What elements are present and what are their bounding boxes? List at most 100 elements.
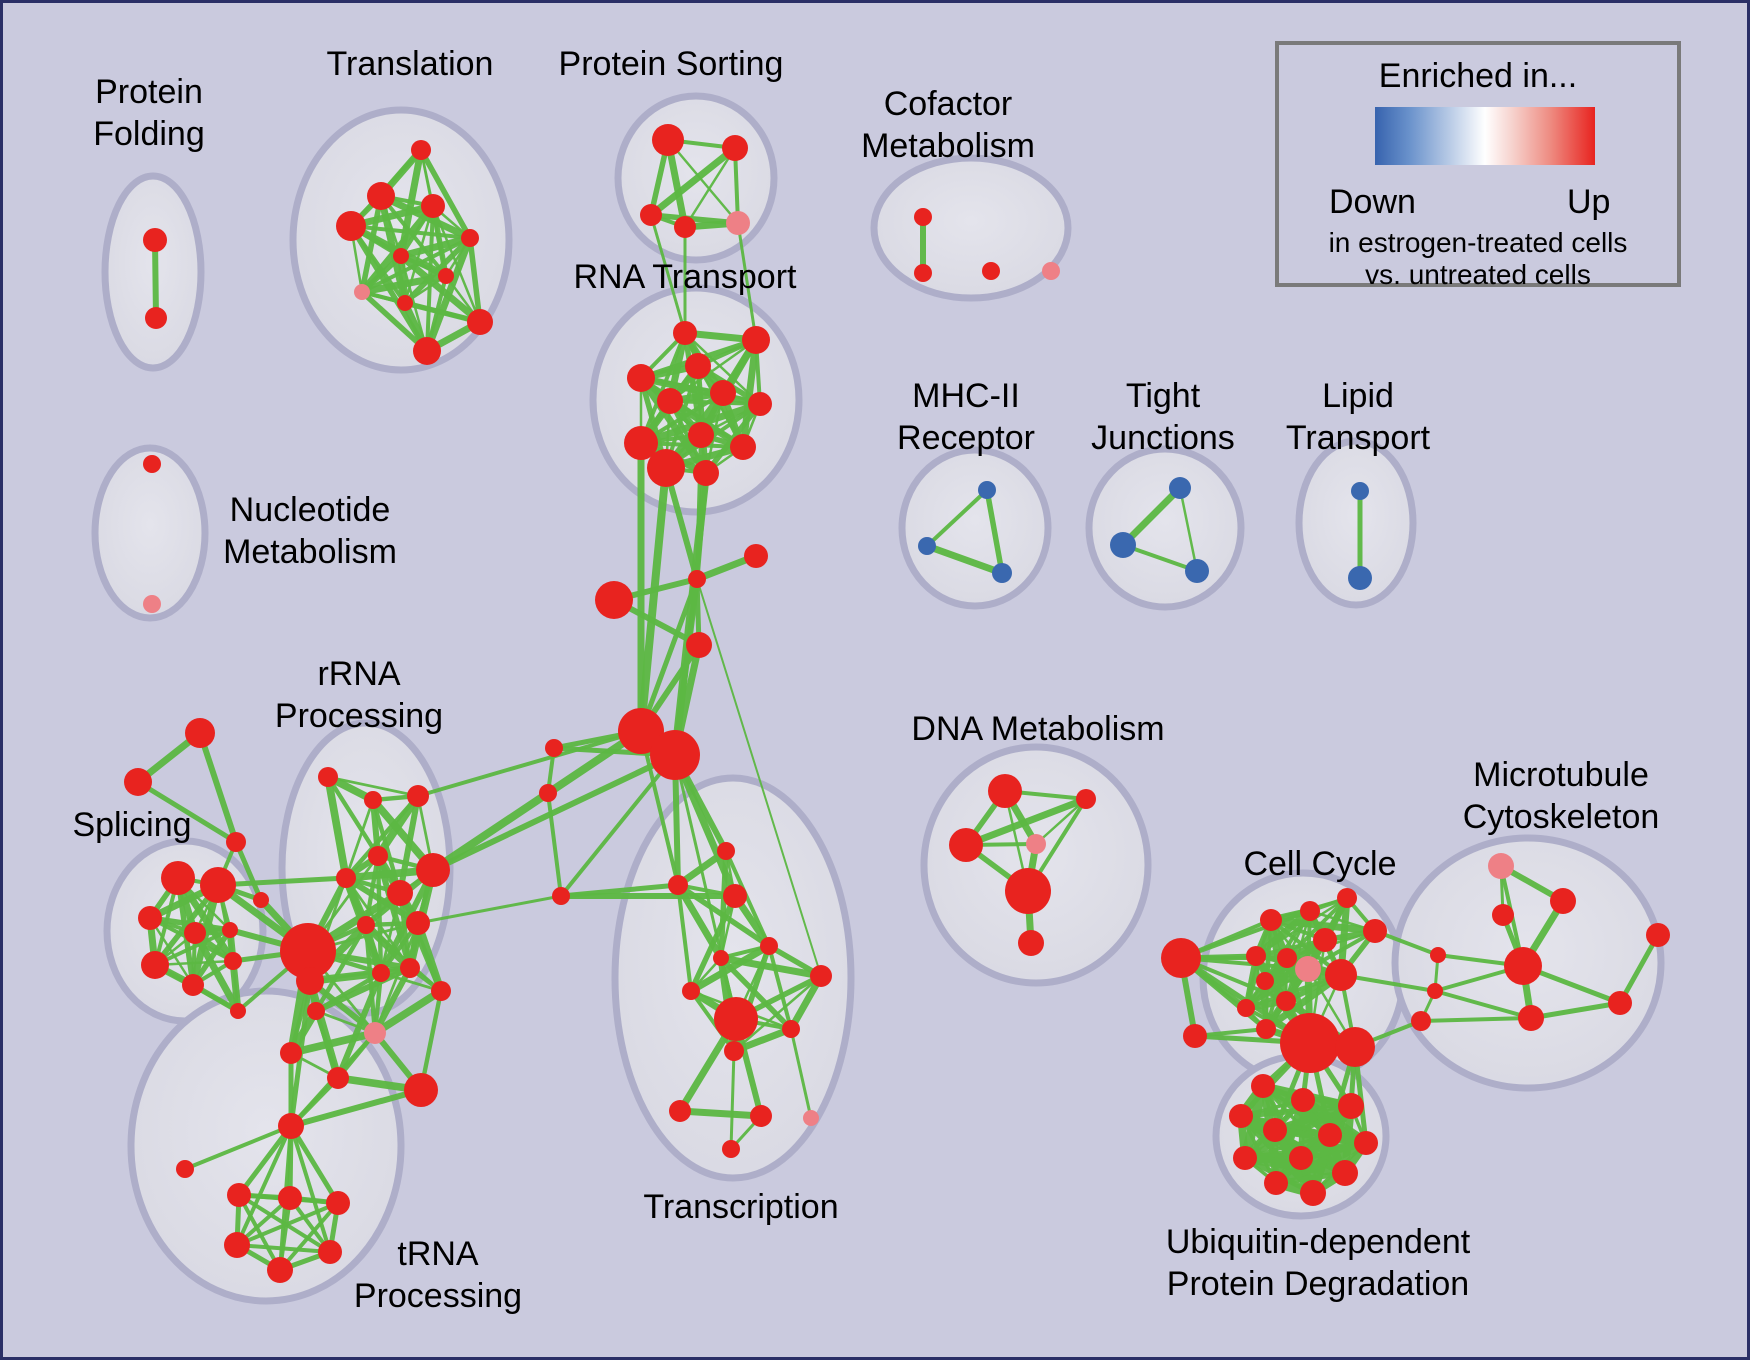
node-nm2 <box>143 595 161 613</box>
edge-ps5-rt2 <box>736 221 758 342</box>
node-lt2 <box>1348 566 1372 590</box>
node-rt9 <box>688 422 714 448</box>
edge-mh2-mh3 <box>923 542 1006 577</box>
edge-tr5-tr6 <box>397 234 474 260</box>
node-mt6 <box>1427 983 1443 999</box>
node-tp6 <box>318 1240 342 1264</box>
edge-rr1-rr4 <box>325 774 381 859</box>
edge-tj1-tj2 <box>1119 484 1184 549</box>
node-tc13 <box>722 1140 740 1158</box>
edge-ps3-rt1 <box>649 213 687 335</box>
node-tr10 <box>467 309 493 335</box>
edge-tc6-tc9 <box>689 989 736 1053</box>
cluster-label-lipid-transport: Transport <box>1286 419 1431 457</box>
node-tg1 <box>185 718 215 748</box>
edge-h1-tc5 <box>696 578 822 977</box>
node-tc0 <box>717 842 735 860</box>
cluster-ellipse-mhc-ii-receptor <box>898 446 1052 610</box>
node-c1 <box>253 892 269 908</box>
node-rr9 <box>357 916 375 934</box>
edge-ps2-ps3 <box>647 144 739 219</box>
node-dm4 <box>1026 834 1046 854</box>
node-tj2 <box>1110 532 1136 558</box>
edge-tg1-tg3 <box>197 730 239 845</box>
node-mt4 <box>1504 947 1542 985</box>
edge-rr14-rr17 <box>313 1008 341 1081</box>
edge-rt11-h1 <box>663 465 700 582</box>
edge-rt7-rt12 <box>703 401 763 476</box>
node-cc4 <box>1300 901 1320 921</box>
cluster-label-mhc-ii-receptor: Receptor <box>897 419 1035 457</box>
edge-g2-tc7 <box>673 753 738 1021</box>
legend-subtitle-2: vs. untreated cells <box>1365 259 1591 290</box>
edge-tp2-tp7 <box>237 1193 282 1272</box>
node-rr3 <box>407 785 429 807</box>
node-tr8 <box>354 284 370 300</box>
edge-tr2-tr8 <box>359 193 384 295</box>
node-rt12 <box>693 460 719 486</box>
node-lt1 <box>1351 482 1369 500</box>
node-dm5 <box>1005 868 1051 914</box>
edge-l2-l3 <box>546 791 563 898</box>
node-ub12 <box>1300 1180 1326 1206</box>
node-tr9 <box>397 295 413 311</box>
node-cm1 <box>914 208 932 226</box>
edge-rr3-rr7 <box>396 792 422 897</box>
node-g2 <box>650 730 700 780</box>
node-rt2 <box>742 326 770 354</box>
edge-rr15-tpH <box>288 1087 424 1129</box>
node-cc8 <box>1277 948 1297 968</box>
node-cc3 <box>1260 909 1282 931</box>
node-tc1 <box>668 875 688 895</box>
edge-tg3-c1 <box>233 839 264 903</box>
node-rr10 <box>372 964 390 982</box>
edge-dm2-dm4 <box>1034 797 1088 846</box>
node-rt8 <box>624 426 658 460</box>
edge-tpH-tp5 <box>235 1124 293 1247</box>
edge-dm2-dm3 <box>962 795 1090 849</box>
edge-mt6-mt7 <box>1433 989 1533 1020</box>
cluster-label-ubiquitin-degradation: Ubiquitin-dependent <box>1166 1223 1471 1261</box>
node-tr5 <box>461 229 479 247</box>
node-rr17 <box>307 1002 325 1020</box>
edge-tr6-tr10 <box>397 252 484 326</box>
node-rr12 <box>431 981 451 1001</box>
edge-rr11-rr13 <box>371 964 414 1037</box>
node-sp9 <box>230 1003 246 1019</box>
node-tp5 <box>224 1232 250 1258</box>
node-mh1 <box>978 481 996 499</box>
edge-tr5-tr10 <box>467 235 483 325</box>
node-dm2 <box>1076 789 1096 809</box>
edge-rr2-rr6 <box>344 798 375 880</box>
node-cc10 <box>1256 972 1274 990</box>
edge-rr8-l3 <box>416 894 563 925</box>
node-g1 <box>618 708 664 754</box>
edge-sp5-sp7 <box>190 927 233 988</box>
node-tr3 <box>421 194 445 218</box>
edge-tc10-tc11 <box>676 1107 765 1120</box>
node-rr8 <box>406 911 430 935</box>
node-mt5 <box>1430 947 1446 963</box>
legend-title: Enriched in... <box>1378 57 1578 95</box>
node-tc7 <box>714 997 758 1041</box>
node-tr6 <box>393 248 409 264</box>
node-nm1 <box>143 455 161 473</box>
node-cc17 <box>1363 919 1387 943</box>
cluster-label-protein-folding: Folding <box>93 115 205 153</box>
cluster-label-microtubule-cytoskeleton: Microtubule <box>1473 756 1649 794</box>
node-m1 <box>686 632 712 658</box>
edge-tpH-tp6 <box>289 1124 332 1254</box>
edge-h1-g1 <box>638 576 700 734</box>
node-pf2 <box>145 307 167 329</box>
node-tr1 <box>411 140 431 160</box>
cluster-label-mhc-ii-receptor: MHC-II <box>912 377 1020 415</box>
edge-rt1-rt8 <box>639 331 687 445</box>
node-rt11 <box>647 449 685 487</box>
network-canvas: Protein Folding Nucleotide Metabolism Transl… <box>72 45 1670 1315</box>
edge-mt7-mt8 <box>1528 1000 1623 1021</box>
node-cc9 <box>1295 956 1321 982</box>
node-dm1 <box>988 774 1022 808</box>
node-tpH <box>278 1113 304 1139</box>
node-sp8 <box>224 952 242 970</box>
node-s1 <box>744 544 768 568</box>
